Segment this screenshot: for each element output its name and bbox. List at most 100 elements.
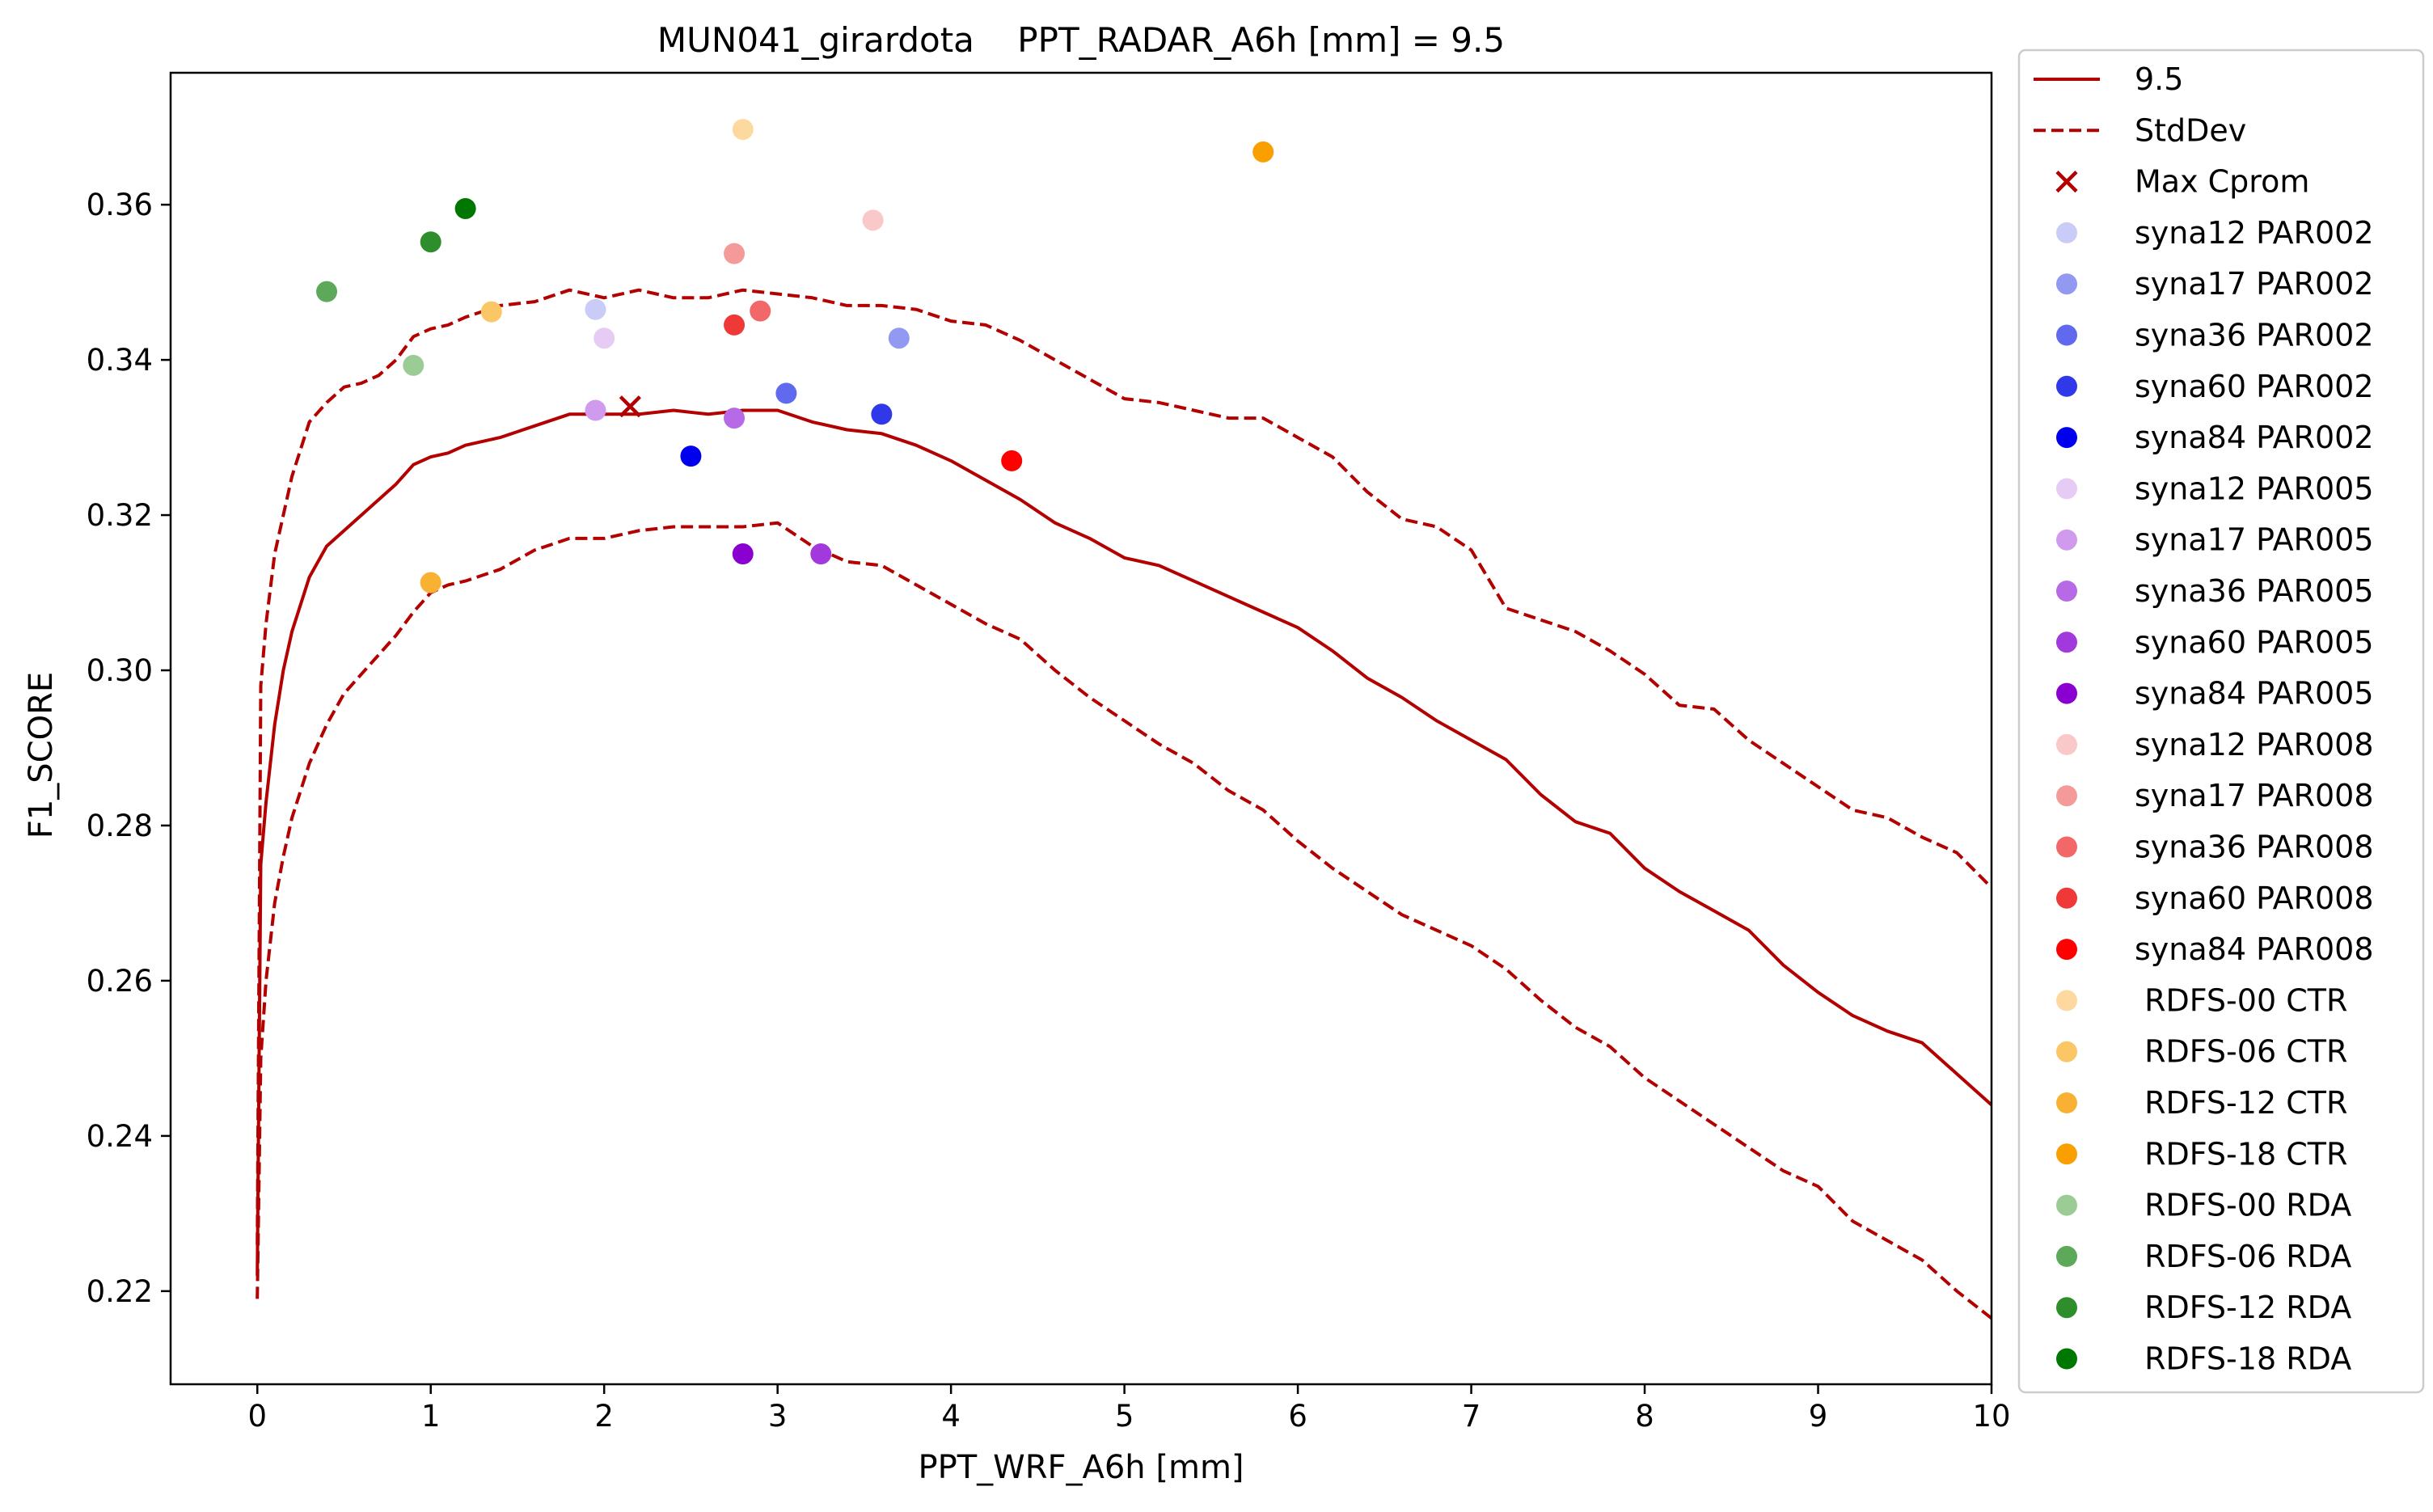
- legend-label: syna17 PAR002: [2135, 266, 2374, 302]
- legend-label: RDFS-12 RDA: [2135, 1290, 2351, 1325]
- legend-dot-swatch: [2056, 1348, 2077, 1370]
- legend-label: syna12 PAR002: [2135, 215, 2374, 251]
- legend-entry: RDFS-06 RDA: [2056, 1239, 2351, 1274]
- legend-dot-swatch: [2056, 1194, 2077, 1216]
- data-point-syna17-par002: [888, 327, 910, 349]
- legend-label: syna17 PAR005: [2135, 522, 2374, 558]
- legend-dot-swatch: [2056, 887, 2077, 909]
- data-point-syna12-par005: [593, 327, 615, 349]
- legend-entry: syna12 PAR008: [2056, 727, 2374, 762]
- max-marker-layer: [619, 395, 641, 418]
- legend-label: syna36 PAR002: [2135, 318, 2374, 353]
- legend-entry: syna36 PAR008: [2056, 830, 2374, 865]
- legend-label: syna84 PAR002: [2135, 420, 2374, 455]
- legend-entry: syna84 PAR002: [2056, 420, 2374, 455]
- data-point-syna17-par005: [585, 399, 606, 421]
- legend-dot-swatch: [2056, 478, 2077, 500]
- data-point-rdfs-18-rda: [454, 197, 476, 219]
- legend-dot-swatch: [2056, 939, 2077, 961]
- axes-frame: [169, 71, 1993, 1386]
- x-tick-label: 4: [941, 1399, 961, 1434]
- x-tick-label: 6: [1288, 1399, 1307, 1434]
- data-point-rdfs-12-rda: [420, 231, 441, 253]
- legend-label: syna17 PAR008: [2135, 778, 2374, 813]
- legend-label: RDFS-12 CTR: [2135, 1085, 2347, 1121]
- x-tick-label: 9: [1809, 1399, 1828, 1434]
- legend-entries: 9.5 StdDev Max Cprom syna12 PAR002 syna17 PA…: [2034, 61, 2374, 1377]
- legend-entry: syna60 PAR008: [2056, 881, 2374, 916]
- data-point-syna36-par002: [775, 382, 797, 404]
- legend-label: syna60 PAR005: [2135, 624, 2374, 660]
- points-layer: [316, 119, 1274, 593]
- y-tick-label: 0.22: [87, 1274, 153, 1309]
- data-point-syna84-par008: [1001, 450, 1023, 471]
- series-line-main: [256, 408, 1993, 1276]
- legend-frame: [2017, 49, 2425, 1394]
- data-point-rdfs-06-ctr: [480, 301, 502, 323]
- legend-label: syna36 PAR008: [2135, 830, 2374, 865]
- legend-dot-swatch: [2056, 682, 2077, 704]
- data-point-syna12-par008: [862, 209, 884, 231]
- data-point-syna60-par005: [810, 543, 832, 565]
- legend-dot-swatch: [2056, 836, 2077, 858]
- legend-entry: syna84 PAR008: [2056, 931, 2374, 967]
- y-axis-label: F1_SCORE: [23, 672, 60, 838]
- legend-dot-swatch: [2056, 1143, 2077, 1165]
- x-tick-label: 3: [768, 1399, 788, 1434]
- data-point-syna36-par008: [750, 300, 771, 322]
- x-tick-label: 8: [1635, 1399, 1654, 1434]
- legend-dot-swatch: [2056, 427, 2077, 449]
- data-point-syna12-par002: [585, 298, 606, 320]
- data-point-syna60-par002: [871, 403, 893, 425]
- legend-entry: RDFS-12 RDA: [2056, 1290, 2351, 1325]
- legend-entry: syna36 PAR005: [2056, 573, 2374, 609]
- legend-dot-swatch: [2056, 222, 2077, 243]
- legend-entry: syna60 PAR002: [2056, 369, 2374, 404]
- legend-dot-swatch: [2056, 631, 2077, 653]
- y-tick-label: 0.24: [87, 1119, 153, 1154]
- legend-label: RDFS-00 RDA: [2135, 1188, 2351, 1223]
- data-point-rdfs-00-rda: [403, 354, 425, 376]
- legend-entry: RDFS-00 CTR: [2056, 982, 2347, 1018]
- legend-entry: syna12 PAR002: [2056, 215, 2374, 251]
- legend-entry: 9.5: [2034, 61, 2183, 97]
- legend-entry: RDFS-18 CTR: [2056, 1136, 2347, 1172]
- legend-dot-swatch: [2056, 733, 2077, 755]
- legend-dot-swatch: [2056, 785, 2077, 807]
- legend-label: RDFS-18 CTR: [2135, 1136, 2347, 1172]
- data-point-rdfs-00-ctr: [732, 119, 754, 141]
- legend-entry: syna36 PAR002: [2056, 318, 2374, 353]
- y-tick-label: 0.26: [87, 964, 153, 999]
- legend-dot-swatch: [2056, 1092, 2077, 1113]
- legend-label: syna36 PAR005: [2135, 573, 2374, 609]
- data-point-syna17-par008: [724, 243, 746, 264]
- data-point-rdfs-18-ctr: [1252, 141, 1274, 163]
- legend-entry: syna12 PAR005: [2056, 471, 2374, 506]
- legend-dot-swatch: [2056, 324, 2077, 346]
- legend-label: Max Cprom: [2135, 164, 2309, 200]
- x-tick-label: 10: [1972, 1399, 2010, 1434]
- data-point-syna84-par005: [732, 543, 754, 565]
- data-point-rdfs-06-rda: [316, 281, 338, 302]
- y-axis-ticks: 0.22 0.24 0.26 0.28 0.30 0.32 0.34 0.36: [87, 188, 171, 1309]
- legend-label: syna60 PAR008: [2135, 881, 2374, 916]
- y-tick-label: 0.32: [87, 498, 153, 533]
- legend-label: syna60 PAR002: [2135, 369, 2374, 404]
- legend-entry: syna84 PAR005: [2056, 676, 2374, 712]
- x-tick-label: 1: [421, 1399, 441, 1434]
- legend-entry: StdDev: [2034, 112, 2246, 148]
- series-line-stddev-1: [256, 288, 1993, 1245]
- legend-dot-swatch: [2056, 1297, 2077, 1319]
- data-point-syna36-par005: [724, 408, 746, 429]
- legend-entry: syna17 PAR005: [2056, 522, 2374, 558]
- legend-label: StdDev: [2135, 112, 2246, 148]
- legend-label: 9.5: [2135, 61, 2183, 97]
- x-tick-label: 7: [1462, 1399, 1481, 1434]
- x-tick-label: 5: [1115, 1399, 1134, 1434]
- legend-entry: RDFS-18 RDA: [2056, 1341, 2351, 1377]
- y-tick-label: 0.34: [87, 343, 153, 378]
- chart-title: MUN041_girardota PPT_RADAR_A6h [mm] = 9.…: [657, 20, 1505, 60]
- max-cprom-marker: [619, 395, 641, 418]
- legend-dot-swatch: [2056, 581, 2077, 602]
